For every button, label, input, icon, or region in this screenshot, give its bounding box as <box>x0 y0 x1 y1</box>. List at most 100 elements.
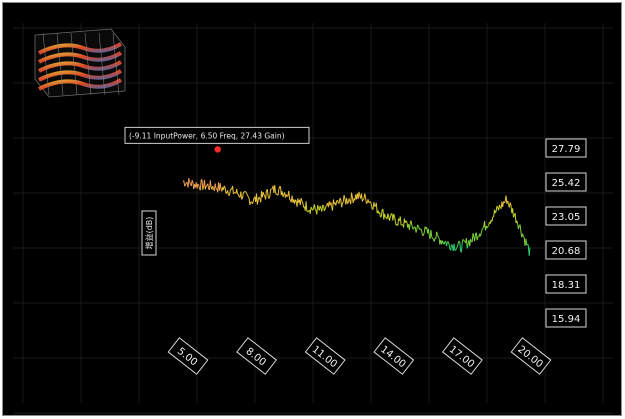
series-segment <box>479 232 482 237</box>
series-segment <box>418 226 420 230</box>
series-segment <box>384 213 386 218</box>
series-segment <box>241 197 243 200</box>
series-layer <box>182 178 531 256</box>
series-segment <box>204 186 207 190</box>
series-segment <box>364 193 367 198</box>
series-segment <box>380 216 382 218</box>
series-segment <box>294 199 297 202</box>
series-segment <box>420 228 423 232</box>
chart-canvas[interactable]: (-9.11 InputPower, 6.50 Freq, 27.43 Gain… <box>3 3 622 416</box>
x-tick-label: 5.00 <box>167 337 209 375</box>
series-segment <box>433 238 436 242</box>
series-segment <box>236 188 238 194</box>
y-tick-text: 23.05 <box>552 212 581 223</box>
series-segment <box>223 185 226 188</box>
series-segment <box>285 194 288 197</box>
series-segment <box>393 214 395 217</box>
series-segment <box>207 183 210 189</box>
thumbnail-surface-band <box>38 69 123 82</box>
series-segment <box>242 192 244 199</box>
y-tick-text: 27.79 <box>552 144 581 155</box>
series-segment <box>245 191 248 194</box>
highlight-point[interactable] <box>214 146 221 153</box>
series-segment <box>436 231 438 235</box>
series-segment <box>431 236 433 239</box>
series-segment <box>455 248 457 251</box>
series-segment <box>338 197 341 204</box>
x-tick-label: 8.00 <box>236 337 278 375</box>
series-segment <box>516 220 519 225</box>
series-segment <box>310 206 313 210</box>
series-segment <box>456 246 458 249</box>
series-segment <box>486 226 489 229</box>
series-segment <box>456 244 459 248</box>
series-segment <box>411 225 414 229</box>
series-segment <box>437 234 439 238</box>
series-segment <box>416 224 419 230</box>
series-segment <box>523 236 525 238</box>
series-segment <box>517 225 520 230</box>
series-segment <box>317 205 319 209</box>
series-segment <box>392 214 395 221</box>
data-tooltip: (-9.11 InputPower, 6.50 Freq, 27.43 Gain… <box>124 126 310 144</box>
series-segment <box>228 191 231 196</box>
series-segment <box>421 231 424 236</box>
y-tick-box <box>545 138 587 158</box>
series-segment <box>322 204 324 207</box>
series-segment <box>487 225 490 227</box>
series-segment <box>379 212 381 218</box>
y-tick-text: 15.94 <box>552 314 581 325</box>
series-segment <box>361 193 363 202</box>
series-segment <box>443 241 446 245</box>
series-segment <box>237 194 240 197</box>
series-segment <box>316 205 319 215</box>
series-segment <box>474 233 476 242</box>
series-segment <box>302 202 305 208</box>
series-segment <box>387 213 390 218</box>
series-segment <box>370 201 372 205</box>
series-segment <box>394 216 396 222</box>
y-tick-label: 23.05 <box>545 206 587 226</box>
series-segment <box>313 204 316 210</box>
series-segment <box>351 192 353 198</box>
y-tick-box <box>545 206 587 226</box>
series-segment <box>405 220 408 223</box>
series-segment <box>453 243 456 251</box>
x-tick-box <box>236 337 278 375</box>
series-segment <box>459 242 462 251</box>
series-segment <box>512 208 514 218</box>
series-segment <box>188 178 191 182</box>
3d-surface-preview-icon[interactable] <box>34 28 126 98</box>
y-axis-label-text: 增益(dB) <box>144 217 154 250</box>
series-segment <box>481 227 484 230</box>
series-segment <box>435 231 438 239</box>
series-segment <box>366 202 368 204</box>
series-segment <box>470 238 472 242</box>
series-segment <box>256 199 259 205</box>
series-segment <box>306 210 309 213</box>
thumbnail-grid-line <box>42 32 50 96</box>
y-tick-box <box>545 240 587 260</box>
series-segment <box>460 241 463 253</box>
series-segment <box>212 185 215 189</box>
thumbnail-surface-band <box>38 60 123 73</box>
series-segment <box>509 202 512 206</box>
series-segment <box>275 192 277 195</box>
series-segment <box>337 199 339 204</box>
x-axis-ticks: 5.00 8.00 11.00 14.00 17.00 20.00 <box>167 337 552 375</box>
series-segment <box>263 194 266 197</box>
series-segment <box>397 218 400 226</box>
series-segment <box>417 224 419 227</box>
y-tick-label: 15.94 <box>545 308 587 328</box>
series-segment <box>498 204 501 208</box>
y-tick-label: 25.42 <box>545 172 587 192</box>
series-segment <box>204 179 206 190</box>
series-segment <box>227 190 229 195</box>
series-segment <box>458 240 461 243</box>
series-segment <box>324 206 327 210</box>
series-segment <box>362 198 365 201</box>
series-segment <box>262 191 265 196</box>
series-segment <box>494 211 497 214</box>
series-segment <box>246 193 248 196</box>
series-segment <box>513 214 515 218</box>
